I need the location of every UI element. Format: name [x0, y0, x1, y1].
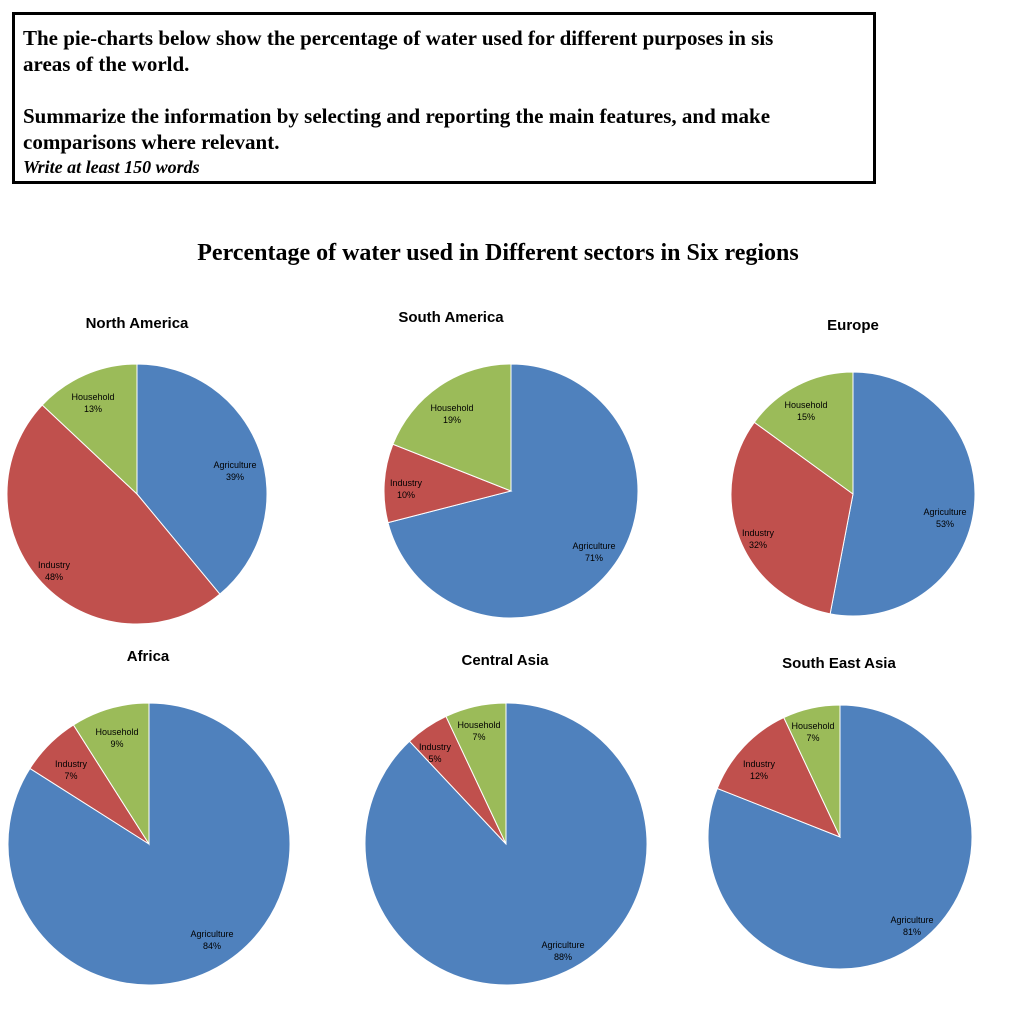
slice-label-household: Household 9%: [95, 727, 138, 749]
task-line-4: comparisons where relevant.: [23, 130, 280, 154]
task-line-3: Summarize the information by selecting a…: [23, 104, 771, 128]
task-prompt-box: The pie-charts below show the percentage…: [12, 12, 876, 184]
pie-slice-household: [41, 363, 138, 496]
pie-slice-agriculture: [136, 363, 268, 595]
slice-label-agriculture: Agriculture 53%: [923, 507, 966, 529]
pie-slice-household: [753, 371, 854, 495]
slice-label-industry: Industry 10%: [390, 478, 423, 500]
pie-chart-europe: Europe Agriculture 53% Industry 32% Household…: [730, 317, 976, 617]
slice-label-agriculture: Agriculture 39%: [213, 460, 256, 482]
pie-slice-agriculture: [829, 371, 976, 617]
slice-label-agriculture: Agriculture 81%: [890, 915, 933, 937]
pie-chart-south-east-asia: South East Asia Agriculture 81% Industry 12%…: [707, 655, 973, 970]
slice-label-industry: Industry 32%: [742, 528, 775, 550]
task-line-2: areas of the world.: [23, 52, 190, 76]
pie-chart-central-asia: Central Asia Agriculture 88% Industry 5%Hous…: [364, 652, 648, 986]
word-count-note: Write at least 150 words: [23, 157, 200, 177]
slice-label-household: Household 19%: [430, 403, 473, 425]
slice-label-industry: Industry 12%: [743, 759, 776, 781]
pie-slice-industry: [6, 404, 221, 625]
pie-chart-title: South East Asia: [782, 655, 896, 672]
pie-slice-industry: [716, 716, 841, 838]
slice-label-industry: Industry 5%: [419, 742, 452, 764]
slice-label-agriculture: Agriculture 84%: [190, 929, 233, 951]
slice-label-household: Household 13%: [71, 392, 114, 414]
slice-label-agriculture: Agriculture 88%: [541, 940, 584, 962]
slice-label-industry: Industry 48%: [38, 560, 71, 582]
task-line-1: The pie-charts below show the percentage…: [23, 26, 774, 50]
pie-slice-household: [783, 704, 841, 838]
slice-label-household: Household 7%: [791, 721, 834, 743]
pie-slice-industry: [730, 421, 854, 615]
pie-slice-household: [72, 702, 150, 846]
pie-chart-title: Europe: [827, 317, 879, 334]
chart-main-title: Percentage of water used in Different se…: [197, 240, 799, 266]
pie-slice-industry: [383, 443, 513, 524]
pie-chart-south-america: South America Agriculture 71% Industry 10% Ho…: [383, 309, 639, 619]
slice-label-household: Household 7%: [457, 720, 500, 742]
pie-slice-agriculture: [387, 363, 639, 619]
slice-label-household: Household 15%: [784, 400, 827, 422]
slice-label-agriculture: Agriculture 71%: [572, 541, 615, 563]
pie-slice-household: [392, 363, 512, 492]
pie-chart-title: Central Asia: [462, 652, 550, 669]
pie-chart-title: North America: [86, 315, 189, 332]
pie-chart-north-america: North America Agriculture 39% Industry 48% Ho…: [6, 315, 268, 625]
pie-chart-title: Africa: [127, 648, 170, 665]
pie-slice-household: [445, 702, 507, 845]
pie-chart-africa: Africa Agriculture 84% Industry 7% Household 9…: [7, 648, 291, 986]
slice-label-industry: Industry 7%: [55, 759, 88, 781]
pie-chart-title: South America: [398, 309, 504, 326]
